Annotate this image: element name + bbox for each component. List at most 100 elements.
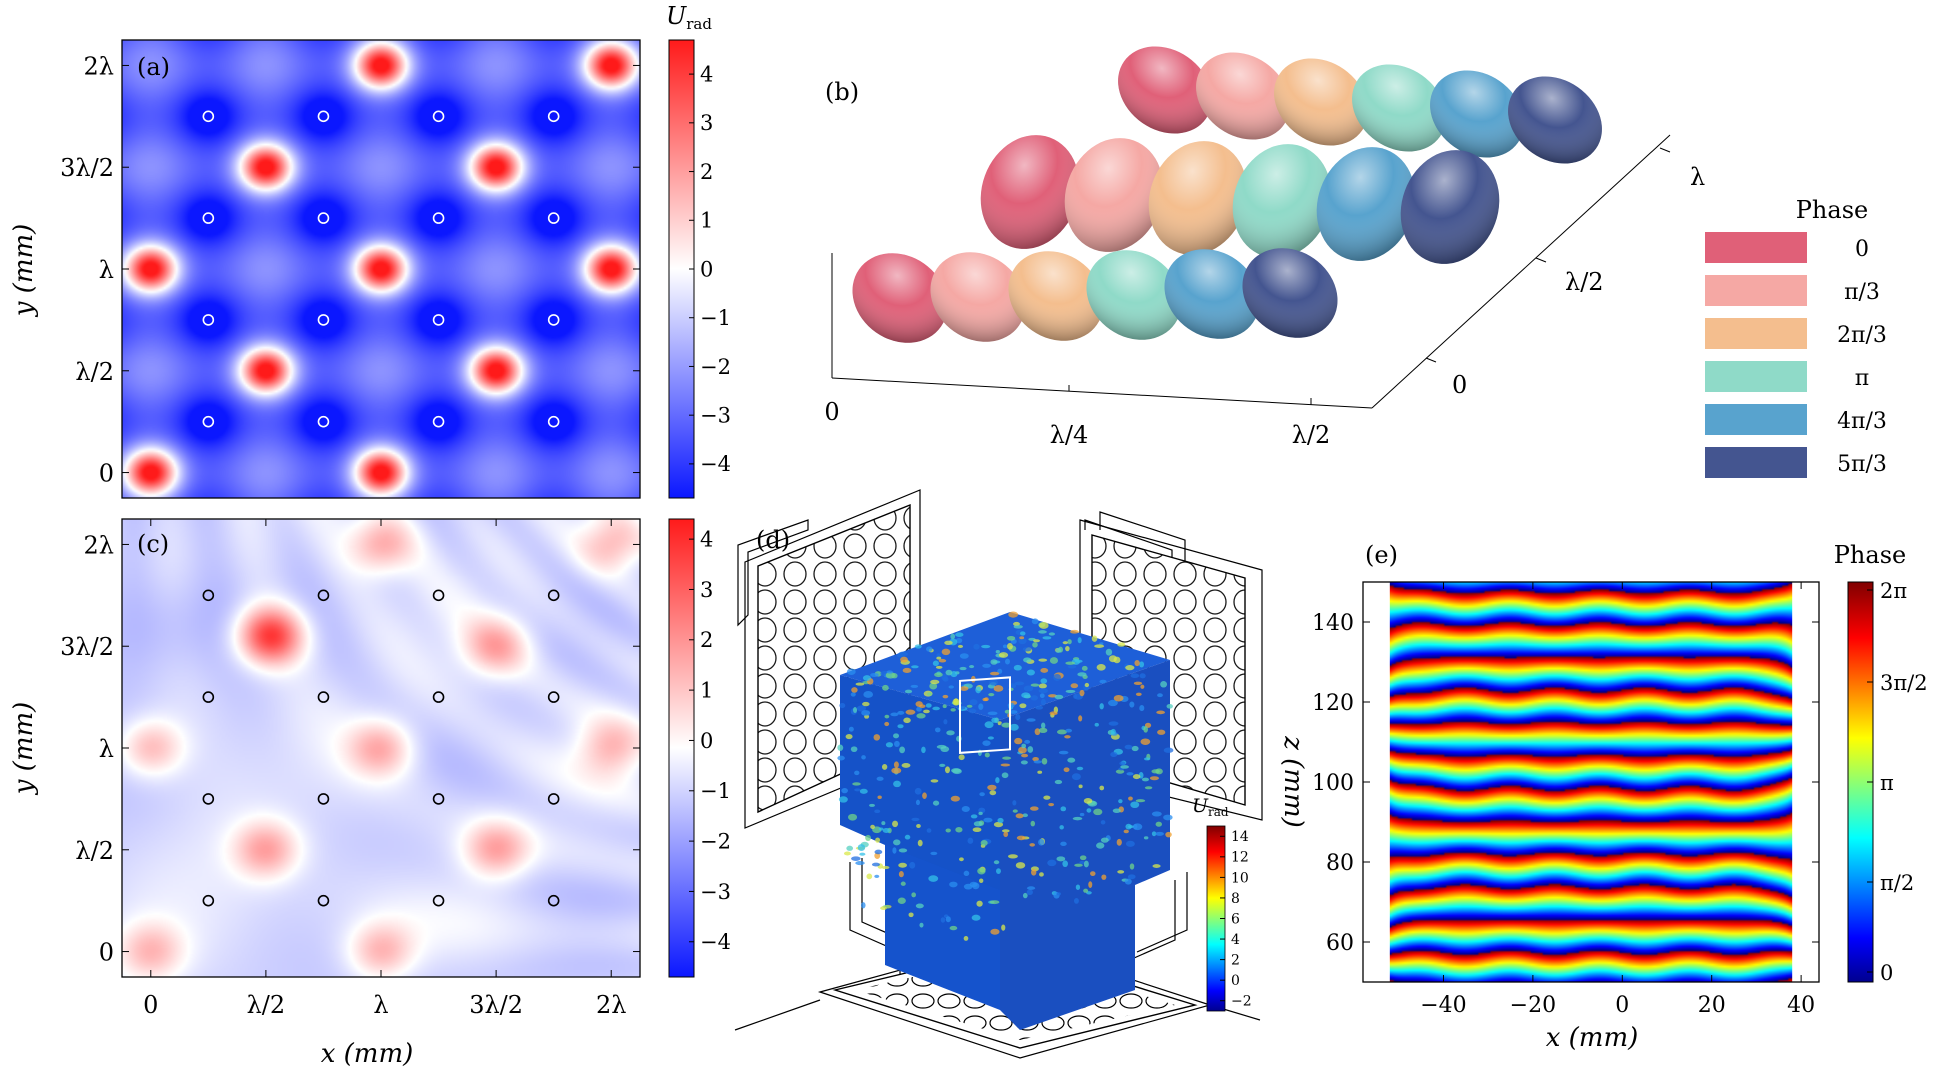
speckle-374 bbox=[955, 637, 963, 644]
speckle-171 bbox=[1149, 776, 1159, 781]
speckle-304 bbox=[1143, 726, 1149, 733]
speckle-108 bbox=[890, 712, 899, 717]
speckle-149 bbox=[951, 768, 961, 774]
speckle-286 bbox=[1129, 701, 1135, 708]
speckle-150 bbox=[982, 740, 991, 747]
speckle-329 bbox=[1007, 854, 1018, 859]
speckle-168 bbox=[848, 726, 854, 732]
speckle-2 bbox=[881, 865, 890, 870]
speckle-280 bbox=[1064, 735, 1071, 739]
speckle-381 bbox=[987, 711, 998, 716]
cb-tick-label-a-6: 2 bbox=[700, 160, 713, 184]
speckle-494 bbox=[952, 698, 960, 706]
speckle-250 bbox=[1059, 825, 1064, 830]
speckle-37 bbox=[898, 862, 907, 868]
speckle-320 bbox=[1125, 823, 1132, 830]
speckle-39 bbox=[996, 868, 1001, 874]
speckle-466 bbox=[1108, 655, 1117, 663]
speckle-416 bbox=[1084, 682, 1090, 688]
particle-a-6 bbox=[432, 212, 445, 224]
speckle-174 bbox=[1015, 714, 1021, 721]
y-tick-label-b-1: λ/2 bbox=[1565, 268, 1604, 296]
speckle-16 bbox=[925, 703, 932, 708]
speckle-184 bbox=[1160, 680, 1168, 688]
speckle-278 bbox=[1131, 745, 1139, 752]
speckle-404 bbox=[1070, 629, 1079, 634]
particle-a-8 bbox=[202, 314, 215, 326]
speckle-146 bbox=[945, 828, 951, 833]
panel-a: 0 λ/2 λ 3λ/2 2λ (a) y (mm) −4 −3 −2 −1 0 1 2 3 4 Ura… bbox=[9, 2, 731, 499]
speckle-22 bbox=[874, 874, 880, 878]
speckle-33 bbox=[915, 903, 924, 909]
speckle-297 bbox=[1079, 812, 1085, 817]
speckle-80 bbox=[852, 782, 861, 786]
speckle-311 bbox=[1151, 769, 1161, 774]
speckle-251 bbox=[1110, 751, 1118, 758]
speckle-254 bbox=[1076, 766, 1084, 771]
y-tick-label-c-3: 3λ/2 bbox=[60, 633, 114, 661]
legend-label-3: π bbox=[1855, 366, 1869, 391]
field-speckle bbox=[837, 611, 1174, 941]
x-tick-label-e-4: 40 bbox=[1787, 993, 1815, 1018]
speckle-151 bbox=[977, 867, 986, 875]
speckle-413 bbox=[995, 650, 1000, 654]
panel-label-e: (e) bbox=[1365, 541, 1398, 569]
x-axis-label-e: x (mm) bbox=[1546, 1023, 1639, 1053]
speckle-298 bbox=[1139, 673, 1146, 679]
speckle-328 bbox=[1063, 767, 1070, 773]
speckle-334 bbox=[1078, 784, 1083, 789]
speckle-465 bbox=[942, 676, 949, 682]
speckle-124 bbox=[884, 714, 890, 719]
cb-tick-label-c-8: 4 bbox=[700, 527, 713, 551]
speckle-212 bbox=[1133, 823, 1138, 830]
legend-title-b: Phase bbox=[1796, 196, 1868, 224]
speckle-295 bbox=[1029, 806, 1039, 811]
cb-tick-label-c-3: −1 bbox=[700, 779, 731, 803]
speckle-309 bbox=[1088, 881, 1093, 888]
speckle-319 bbox=[1075, 884, 1081, 890]
speckle-248 bbox=[1071, 773, 1081, 781]
particles-a bbox=[202, 110, 560, 428]
particle-c-8 bbox=[202, 793, 215, 805]
speckle-279 bbox=[1083, 860, 1089, 868]
speckle-27 bbox=[854, 788, 861, 792]
speckle-351 bbox=[1048, 632, 1056, 636]
speckle-156 bbox=[940, 917, 946, 923]
speckle-216 bbox=[1029, 843, 1035, 847]
cb-tick-label-a-0: −4 bbox=[700, 452, 731, 476]
speckle-24 bbox=[916, 706, 922, 712]
speckle-303 bbox=[1072, 816, 1083, 821]
speckle-450 bbox=[989, 671, 1000, 676]
speckle-82 bbox=[841, 788, 848, 794]
speckle-25 bbox=[894, 740, 900, 748]
speckle-482 bbox=[942, 694, 949, 699]
speckle-292 bbox=[1001, 829, 1010, 833]
speckle-59 bbox=[983, 817, 993, 823]
legend-swatch-5 bbox=[1705, 447, 1807, 478]
x-tick-label-b-1: λ/4 bbox=[1050, 421, 1089, 449]
x-tick-label-b-2: λ/2 bbox=[1292, 421, 1331, 449]
cb-tick-label-d-8: 14 bbox=[1231, 829, 1249, 845]
speckle-464 bbox=[959, 666, 967, 671]
speckle-52 bbox=[857, 844, 866, 851]
speckle-17 bbox=[898, 848, 908, 853]
speckle-330 bbox=[1119, 761, 1126, 766]
speckle-434 bbox=[926, 646, 933, 652]
speckle-299 bbox=[1144, 786, 1153, 790]
x-tick-label-e-0: −40 bbox=[1420, 993, 1466, 1018]
speckle-506 bbox=[988, 679, 999, 686]
panel-d: −2 0 2 4 6 8 10 12 14 Urad (d) bbox=[734, 489, 1263, 1059]
legend-label-5: 5π/3 bbox=[1837, 452, 1887, 477]
speckle-437 bbox=[1030, 695, 1039, 701]
speckle-208 bbox=[1130, 673, 1140, 679]
speckle-200 bbox=[1157, 729, 1166, 735]
speckle-449 bbox=[1038, 630, 1047, 634]
speckle-31 bbox=[932, 800, 940, 806]
particle-a-11 bbox=[547, 314, 560, 326]
speckle-339 bbox=[1125, 840, 1135, 847]
speckle-179 bbox=[1012, 800, 1017, 806]
speckle-361 bbox=[1023, 685, 1034, 692]
speckle-72 bbox=[845, 734, 853, 740]
speckle-501 bbox=[862, 675, 872, 681]
speckle-81 bbox=[882, 684, 889, 691]
